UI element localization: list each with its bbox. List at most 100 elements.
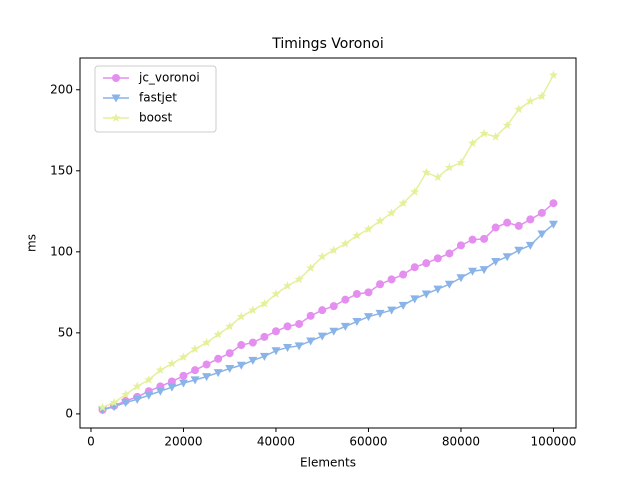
marker [294,342,304,351]
legend-label: boost [139,111,173,125]
marker [111,94,121,103]
x-tick-label: 100000 [531,435,577,449]
legend-box [94,65,217,133]
marker [398,198,408,208]
marker [502,120,512,130]
marker [132,395,142,404]
marker [329,302,338,311]
marker [121,389,131,399]
chart-title: Timings Voronoi [271,36,383,52]
marker [213,369,223,378]
marker [514,246,524,255]
marker [514,221,523,230]
marker [456,157,466,167]
marker [433,285,443,294]
marker [178,379,188,388]
marker [525,241,535,250]
marker [191,366,200,375]
x-tick-label: 0 [87,435,95,449]
marker [111,113,121,122]
marker [112,74,120,82]
marker [225,321,235,331]
marker [109,397,119,407]
marker [479,266,489,275]
marker [467,138,478,148]
marker [387,306,397,315]
marker [363,313,373,322]
marker [167,358,177,368]
y-axis-label: ms [25,234,39,252]
marker [190,344,200,353]
marker [537,230,547,239]
marker [248,356,258,365]
marker [271,347,281,356]
marker [178,352,189,362]
legend-label: fastjet [139,91,177,105]
marker [214,354,223,363]
marker [376,280,385,289]
marker [237,341,246,350]
marker [306,337,316,346]
plot-frame [79,57,577,429]
marker [503,218,512,227]
marker [340,322,350,331]
x-tick-label: 40000 [257,435,295,449]
x-tick-label: 20000 [164,435,202,449]
marker [283,322,292,331]
marker [317,251,327,261]
marker [341,295,350,304]
marker [213,329,223,339]
marker [410,187,420,196]
marker [491,223,500,232]
marker [387,275,396,284]
marker [259,352,269,361]
marker [144,375,154,384]
marker [398,301,408,310]
marker [282,281,293,290]
marker [132,381,142,391]
marker [155,365,165,375]
y-tick-label: 100 [50,244,73,258]
series-line [102,223,554,411]
marker [433,172,443,182]
marker [225,365,235,374]
marker [190,376,200,385]
marker [444,280,454,289]
marker [271,327,280,336]
marker [283,343,293,352]
marker [410,263,419,272]
marker [526,215,535,224]
y-tick-label: 200 [50,82,73,96]
marker [294,274,304,284]
series-line [102,202,554,411]
marker [387,208,397,217]
marker [202,337,212,347]
marker [248,305,258,315]
marker [502,253,512,262]
x-tick-label: 80000 [442,435,480,449]
x-axis-label: Elements [300,456,356,470]
marker [491,258,501,267]
marker [399,270,408,279]
marker [468,267,478,276]
series-line [102,74,555,409]
marker [121,399,131,408]
marker [421,167,431,177]
marker [97,402,108,412]
marker [167,383,177,392]
y-tick-label: 0 [65,406,73,420]
legend-label: jc_voronoi [138,71,200,85]
marker [352,318,362,327]
marker [537,91,547,101]
marker [236,361,246,370]
marker [329,245,339,255]
marker [306,263,316,272]
marker [480,234,489,243]
marker [340,238,350,248]
marker [537,208,546,217]
marker [202,373,212,382]
marker [259,298,269,308]
marker [456,274,466,283]
marker [329,327,339,336]
marker [445,249,454,258]
